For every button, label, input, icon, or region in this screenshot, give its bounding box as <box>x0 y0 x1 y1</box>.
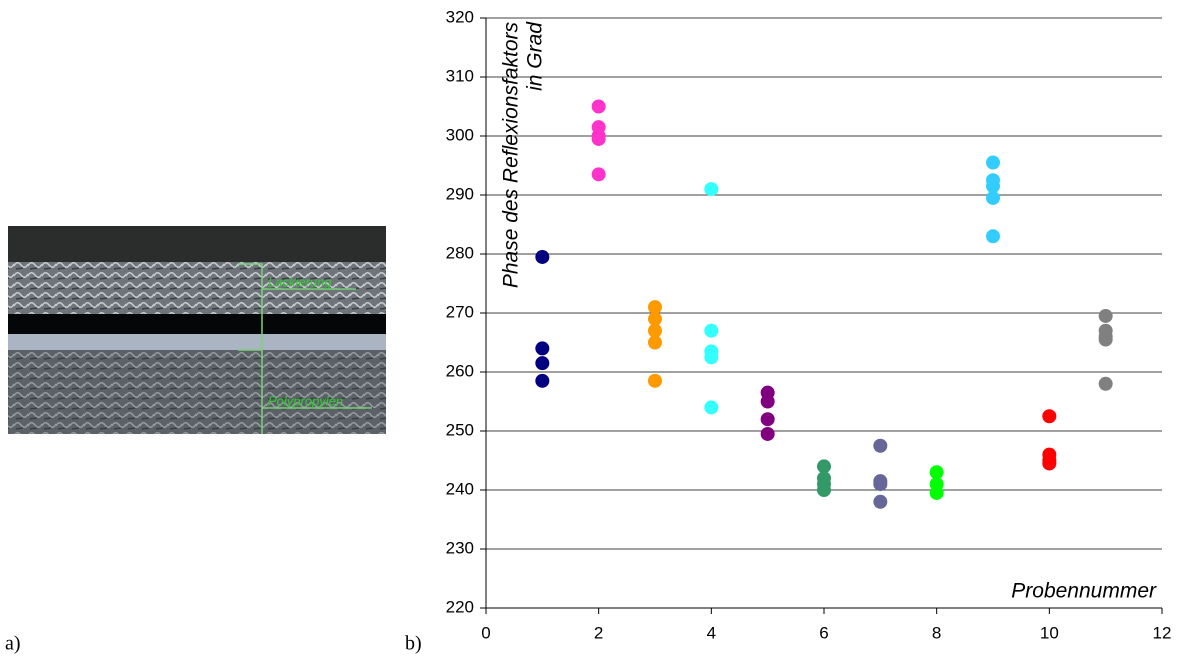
point <box>591 99 606 114</box>
point <box>648 373 662 388</box>
photo: Lackierung Polypropylen <box>8 226 386 434</box>
point <box>648 300 662 315</box>
point <box>929 485 944 500</box>
x-tick-label: 8 <box>932 623 941 642</box>
point <box>817 483 831 497</box>
y-tick-label: 220 <box>446 597 474 616</box>
x-axis-label: Probennummer <box>1011 580 1157 603</box>
point <box>873 494 888 509</box>
point <box>535 356 550 371</box>
point <box>535 341 550 356</box>
x-tick-label: 12 <box>1153 623 1172 642</box>
y-axis-label: Phase des Reflexionsfaktors <box>500 22 523 289</box>
point <box>873 438 888 453</box>
x-tick-label: 0 <box>481 623 490 642</box>
point <box>704 350 719 365</box>
panel-label: a) <box>5 633 21 655</box>
photo-label: Polypropylen <box>268 393 343 408</box>
point <box>535 249 550 264</box>
x-tick-label: 10 <box>1040 623 1059 642</box>
chart: 220 230 240 250 260 270 280 290 300 310 320 0 2 4 6 8 10… <box>446 7 1172 642</box>
x-tick-label: 2 <box>594 623 603 642</box>
point <box>648 335 662 350</box>
point <box>986 155 1000 170</box>
point <box>1098 332 1113 347</box>
point <box>704 323 719 338</box>
point <box>986 190 1000 205</box>
point <box>704 400 719 415</box>
point <box>1042 409 1057 424</box>
point <box>986 229 1000 244</box>
point <box>873 477 888 492</box>
point <box>704 182 719 197</box>
photo-label: Lackierung <box>268 274 332 289</box>
y-tick-label: 320 <box>446 7 474 26</box>
y-tick-label: 250 <box>446 420 474 439</box>
point <box>648 311 662 326</box>
y-axis-label: in Grad <box>524 21 547 91</box>
y-tick-label: 290 <box>446 184 474 203</box>
point <box>535 373 550 388</box>
point <box>929 465 944 480</box>
x-tick-label: 6 <box>819 623 828 642</box>
point <box>760 426 775 441</box>
point <box>817 459 831 474</box>
point <box>648 323 662 338</box>
panel-label: b) <box>405 633 422 655</box>
y-tick-label: 280 <box>446 243 474 262</box>
y-tick-label: 310 <box>446 66 474 85</box>
point <box>760 412 775 427</box>
x-tick-label: 4 <box>707 623 716 642</box>
point <box>986 179 1000 194</box>
point <box>591 167 606 182</box>
y-tick-label: 300 <box>446 125 474 144</box>
point <box>1098 376 1113 391</box>
y-tick-label: 270 <box>446 302 474 321</box>
point <box>760 394 775 409</box>
y-tick-label: 230 <box>446 538 474 557</box>
point <box>591 131 606 146</box>
y-tick-label: 240 <box>446 479 474 498</box>
point <box>1042 456 1057 471</box>
point <box>1098 308 1113 323</box>
y-tick-label: 260 <box>446 361 474 380</box>
